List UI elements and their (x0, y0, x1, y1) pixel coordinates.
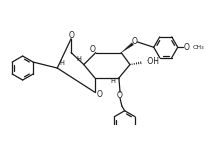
Text: O: O (97, 90, 102, 99)
Polygon shape (121, 43, 134, 53)
Text: O: O (184, 43, 190, 52)
Text: O: O (89, 45, 95, 54)
Text: O: O (117, 91, 123, 100)
Text: O: O (68, 31, 74, 40)
Text: ·OH: ·OH (145, 57, 159, 66)
Text: O: O (132, 37, 138, 46)
Text: H: H (111, 78, 116, 84)
Text: H: H (59, 60, 64, 66)
Text: H: H (76, 56, 81, 62)
Text: CH₃: CH₃ (192, 45, 204, 50)
